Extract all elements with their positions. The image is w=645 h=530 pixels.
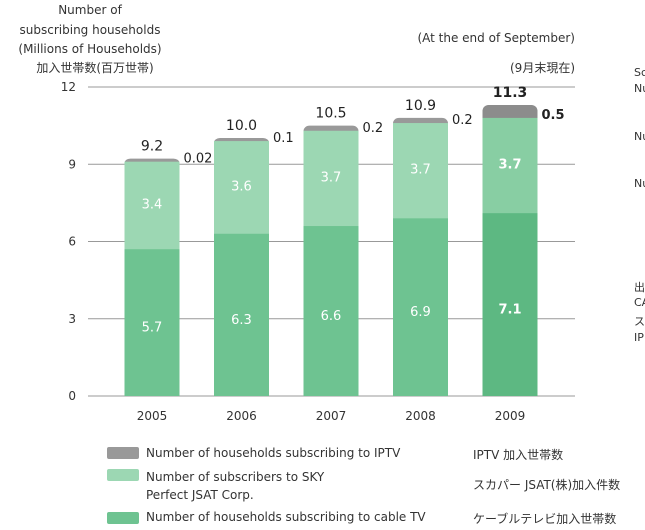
data-label-cable: 7.1 xyxy=(498,303,521,318)
side-text: Sc xyxy=(634,66,645,79)
data-label-cable: 6.9 xyxy=(410,305,431,320)
y-axis-title: Number of subscribing households (Millio… xyxy=(18,3,161,75)
legend-label-sky: Number of subscribers to SKY Perfect JSA… xyxy=(146,470,325,502)
data-label-total: 10.5 xyxy=(315,106,346,122)
annotation-japanese: (9月末現在) xyxy=(510,61,575,75)
legend-swatch-iptv xyxy=(107,447,139,459)
annotation-english: (At the end of September) xyxy=(417,31,575,45)
data-label-sky: 3.7 xyxy=(498,158,521,173)
legend-label-iptv: Number of households subscribing to IPTV xyxy=(146,446,401,460)
bar-segment-cable xyxy=(303,226,359,396)
bar-segment-sky xyxy=(124,161,180,251)
side-text: CA xyxy=(634,296,645,309)
legend-label-iptv-jp: IPTV 加入世帯数 xyxy=(473,448,564,462)
bar-segment-cable xyxy=(482,213,538,396)
data-label-cable: 5.7 xyxy=(142,321,163,336)
legend-label-sky-jp: スカパー JSAT(株)加入件数 xyxy=(473,478,621,492)
side-text: 出 xyxy=(634,281,645,294)
data-label-cable: 6.3 xyxy=(231,313,252,328)
y-tick-label: 9 xyxy=(68,157,76,171)
side-text: Nu xyxy=(634,177,645,190)
bar-segment-cable xyxy=(214,233,269,396)
data-label-iptv: 0.5 xyxy=(542,108,565,123)
bar-segment-cable xyxy=(124,249,180,396)
legend-swatch-sky xyxy=(107,469,139,481)
bar-segment-cable xyxy=(393,218,448,396)
side-text: Nu xyxy=(634,130,645,143)
data-label-total: 11.3 xyxy=(493,85,528,101)
data-label-iptv: 0.02 xyxy=(184,152,213,167)
data-label-sky: 3.6 xyxy=(231,179,252,194)
x-tick-label: 2007 xyxy=(316,409,347,423)
y-axis-title-line-jp: 加入世帯数(百万世帯) xyxy=(36,60,153,75)
data-label-total: 9.2 xyxy=(141,139,163,155)
y-tick-label: 0 xyxy=(68,389,76,403)
x-tick-label: 2008 xyxy=(405,409,436,423)
y-axis-title-line: (Millions of Households) xyxy=(18,42,161,56)
data-label-total: 10.0 xyxy=(226,118,257,134)
y-tick-label: 6 xyxy=(68,235,76,249)
x-tick-label: 2009 xyxy=(495,409,526,423)
data-label-sky: 3.7 xyxy=(321,170,342,185)
legend-swatch-cable xyxy=(107,512,139,524)
x-tick-label: 2005 xyxy=(137,409,168,423)
side-text: IP xyxy=(634,331,644,344)
y-axis-title-line: subscribing households xyxy=(20,23,161,37)
data-label-cable: 6.6 xyxy=(321,309,342,324)
data-label-sky: 3.4 xyxy=(142,197,163,212)
bar-segment-sky xyxy=(393,123,448,220)
legend-label-cable-jp: ケーブルテレビ加入世帯数 xyxy=(473,512,617,526)
bar-segment-sky xyxy=(214,141,269,235)
data-label-total: 10.9 xyxy=(405,98,436,114)
legend-label-cable: Number of households subscribing to cabl… xyxy=(146,510,426,524)
y-tick-label: 12 xyxy=(61,80,76,94)
data-label-sky: 3.7 xyxy=(410,163,431,178)
side-text: Nu xyxy=(634,82,645,95)
data-label-iptv: 0.2 xyxy=(452,113,473,128)
y-tick-label: 3 xyxy=(68,312,76,326)
bar-segment-sky xyxy=(482,117,538,215)
side-text: ス xyxy=(634,315,645,328)
bar-segment-sky xyxy=(303,130,359,228)
x-tick-label: 2006 xyxy=(226,409,257,423)
data-label-iptv: 0.2 xyxy=(363,121,384,136)
data-label-iptv: 0.1 xyxy=(273,131,294,146)
y-axis-title-line: Number of xyxy=(58,3,122,17)
